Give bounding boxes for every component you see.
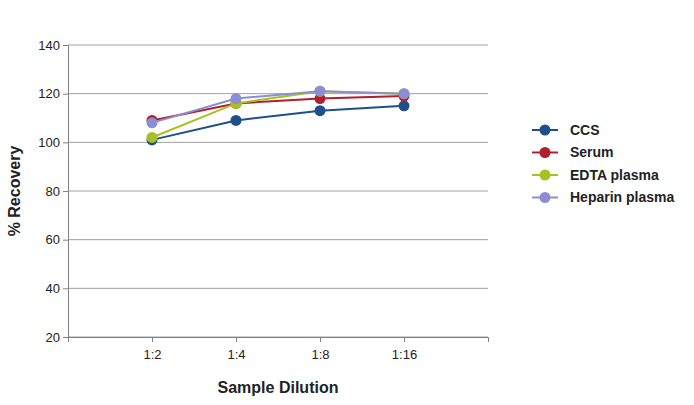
series xyxy=(147,91,410,126)
legend-swatch-marker xyxy=(540,170,551,181)
series-marker xyxy=(399,100,410,111)
series xyxy=(147,86,410,129)
y-tick-label: 80 xyxy=(46,184,60,199)
x-tick: 1:2 xyxy=(143,337,161,362)
x-tick-label: 1:16 xyxy=(392,347,417,362)
legend-label: EDTA plasma xyxy=(570,167,659,183)
y-tick: 140 xyxy=(38,38,68,53)
series-marker xyxy=(315,86,326,97)
legend-label: Heparin plasma xyxy=(570,189,674,205)
grid xyxy=(68,45,488,337)
x-tick-label: 1:2 xyxy=(143,347,161,362)
series-marker xyxy=(399,88,410,99)
y-tick-label: 120 xyxy=(38,86,60,101)
legend-item: Serum xyxy=(532,144,614,160)
grid-line xyxy=(68,288,488,289)
x-tick-mark xyxy=(320,337,321,342)
grid-line xyxy=(68,45,488,46)
series-line xyxy=(152,96,404,120)
y-tick-mark xyxy=(63,191,68,192)
legend-swatch-marker xyxy=(540,125,551,136)
grid-line xyxy=(68,239,488,240)
series-marker xyxy=(231,115,242,126)
x-tick: 1:4 xyxy=(227,337,245,362)
y-tick: 80 xyxy=(46,184,68,199)
y-tick-label: 60 xyxy=(46,232,60,247)
legend-item: Heparin plasma xyxy=(532,189,674,205)
y-axis: 20 40 60 80 100 120 140 xyxy=(38,38,68,345)
series-marker xyxy=(231,93,242,104)
series-marker xyxy=(399,88,410,99)
series-marker xyxy=(147,132,158,143)
legend-item: CCS xyxy=(532,122,600,138)
y-axis-title: % Recovery xyxy=(6,146,23,237)
y-tick: 20 xyxy=(46,330,68,345)
y-tick: 40 xyxy=(46,281,68,296)
x-axis: 1:2 1:4 1:8 1:16 xyxy=(69,337,489,362)
x-tick-mark xyxy=(404,337,405,342)
y-tick-label: 40 xyxy=(46,281,60,296)
legend-label: Serum xyxy=(570,144,614,160)
x-tick-label: 1:8 xyxy=(311,347,329,362)
y-tick-label: 20 xyxy=(46,330,60,345)
grid-line xyxy=(68,191,488,192)
legend-swatch-marker xyxy=(540,192,551,203)
x-axis-line xyxy=(69,338,489,343)
x-tick: 1:16 xyxy=(392,337,417,362)
y-tick: 100 xyxy=(38,135,68,150)
grid-line xyxy=(68,142,488,143)
legend-label: CCS xyxy=(570,122,600,138)
x-tick: 1:8 xyxy=(311,337,329,362)
y-tick: 120 xyxy=(38,86,68,101)
series-layer xyxy=(147,86,410,146)
x-tick-mark xyxy=(236,337,237,342)
y-tick-mark xyxy=(63,240,68,241)
y-tick-mark xyxy=(63,337,68,338)
y-tick-mark xyxy=(63,94,68,95)
x-axis-title: Sample Dilution xyxy=(218,379,339,396)
plot: 20 40 60 80 100 120 140 1:2 1:4 1:8 1:16 xyxy=(38,38,488,363)
legend-swatch-marker xyxy=(540,147,551,158)
series-line xyxy=(152,91,404,137)
chart: 20 40 60 80 100 120 140 1:2 1:4 1:8 1:16 Sample Dil… xyxy=(0,0,694,405)
legend: CCS Serum EDTA plasma Heparin plasma xyxy=(532,122,674,205)
x-tick-mark xyxy=(152,337,153,342)
series xyxy=(147,86,410,143)
y-tick-mark xyxy=(63,45,68,46)
series-marker xyxy=(315,86,326,97)
series-marker xyxy=(147,117,158,128)
y-tick-label: 140 xyxy=(38,38,60,53)
x-tick-label: 1:4 xyxy=(227,347,245,362)
legend-item: EDTA plasma xyxy=(532,167,659,183)
y-tick: 60 xyxy=(46,232,68,247)
series-marker xyxy=(315,105,326,116)
y-tick-label: 100 xyxy=(38,135,60,150)
y-axis-line xyxy=(63,46,69,338)
y-tick-mark xyxy=(63,288,68,289)
y-tick-mark xyxy=(63,142,68,143)
series-line xyxy=(152,91,404,123)
